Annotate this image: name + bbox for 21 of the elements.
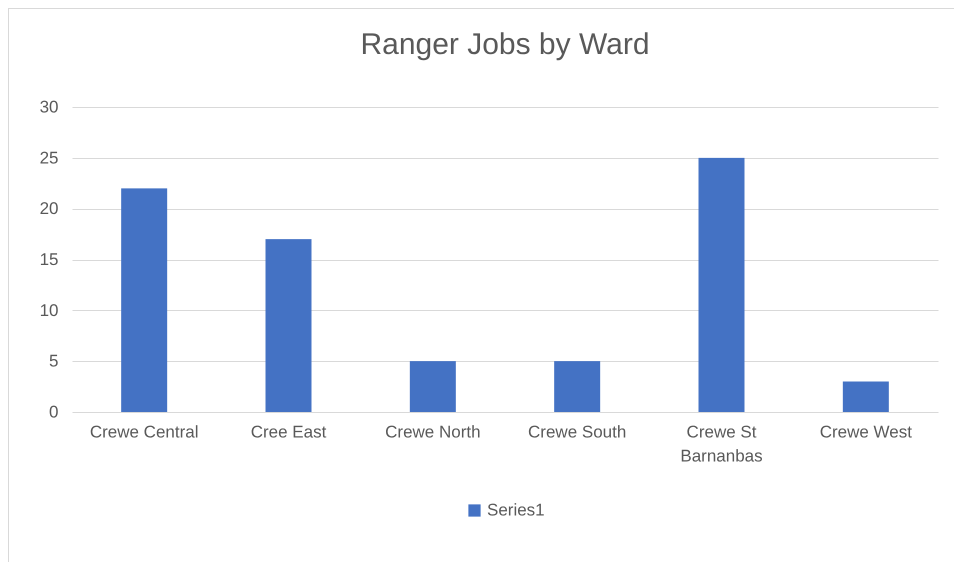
x-tick-label: Cree East xyxy=(250,422,327,442)
y-tick-label: 20 xyxy=(40,199,58,218)
y-tick-label: 15 xyxy=(40,250,58,269)
bar xyxy=(554,361,600,412)
y-tick-label: 10 xyxy=(40,300,58,320)
x-tick-label: Crewe St Barnanbas xyxy=(680,422,763,466)
bar xyxy=(698,158,744,412)
y-tick-label: 30 xyxy=(40,98,58,116)
x-tick-label: Crewe South xyxy=(528,422,626,442)
y-tick-label: 25 xyxy=(40,148,58,168)
bar xyxy=(121,188,168,412)
bar xyxy=(842,382,889,412)
bar xyxy=(266,239,312,412)
x-tick-label: Crewe West xyxy=(820,422,912,442)
y-tick-label: 5 xyxy=(49,352,58,371)
bar xyxy=(410,361,456,412)
x-tick-label: Crewe North xyxy=(385,422,481,442)
y-tick-label: 0 xyxy=(49,402,58,422)
chart-title: Ranger Jobs by Ward xyxy=(360,28,650,61)
x-tick-label: Crewe Central xyxy=(90,422,198,442)
legend-label: Series1 xyxy=(487,500,545,520)
